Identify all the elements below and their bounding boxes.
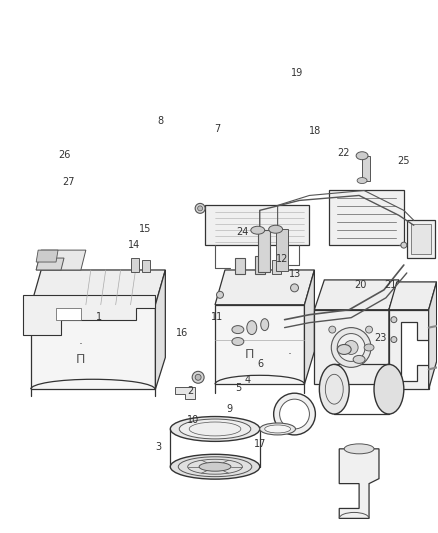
Text: 1: 1 (96, 312, 102, 322)
Ellipse shape (195, 204, 205, 213)
Text: 4: 4 (244, 375, 251, 385)
Text: 8: 8 (157, 116, 163, 126)
Ellipse shape (364, 344, 374, 351)
Ellipse shape (192, 372, 204, 383)
Ellipse shape (344, 341, 358, 354)
Text: 23: 23 (374, 333, 386, 343)
Polygon shape (389, 282, 437, 310)
Ellipse shape (198, 206, 203, 211)
Ellipse shape (391, 317, 397, 322)
Ellipse shape (279, 399, 309, 429)
Text: 21: 21 (385, 280, 397, 290)
Ellipse shape (290, 284, 298, 292)
Text: 14: 14 (128, 240, 140, 251)
Ellipse shape (374, 365, 404, 414)
Ellipse shape (366, 326, 373, 333)
Polygon shape (31, 270, 165, 305)
Ellipse shape (274, 393, 315, 435)
Ellipse shape (268, 225, 283, 233)
Polygon shape (215, 305, 304, 384)
Bar (255, 256, 265, 274)
Text: 9: 9 (227, 405, 233, 415)
Bar (235, 258, 245, 274)
Polygon shape (31, 305, 155, 389)
Text: 18: 18 (309, 126, 321, 136)
Text: 20: 20 (354, 280, 367, 290)
Ellipse shape (261, 319, 268, 330)
Text: 19: 19 (291, 68, 304, 78)
Text: 11: 11 (211, 312, 223, 322)
Text: 3: 3 (155, 441, 161, 451)
Bar (329, 190, 404, 245)
Text: ·: · (288, 348, 292, 361)
Ellipse shape (344, 444, 374, 454)
Polygon shape (304, 270, 314, 384)
Polygon shape (155, 270, 165, 389)
Polygon shape (429, 282, 437, 389)
Polygon shape (175, 387, 195, 399)
Text: 27: 27 (63, 177, 75, 187)
Ellipse shape (251, 226, 265, 234)
Text: ·: · (79, 338, 83, 351)
Ellipse shape (337, 344, 351, 354)
Ellipse shape (170, 454, 260, 479)
Bar (258, 230, 270, 272)
Bar (272, 260, 281, 274)
Text: 5: 5 (236, 383, 242, 393)
Ellipse shape (356, 152, 368, 160)
Bar (131, 258, 138, 272)
Text: 10: 10 (187, 415, 199, 425)
Polygon shape (23, 295, 155, 335)
Text: 7: 7 (214, 124, 220, 134)
Ellipse shape (329, 326, 336, 333)
Ellipse shape (232, 326, 244, 334)
Ellipse shape (353, 356, 365, 364)
Ellipse shape (170, 417, 260, 441)
Text: 17: 17 (254, 439, 267, 449)
Ellipse shape (265, 425, 290, 433)
Polygon shape (389, 280, 399, 384)
Bar (362, 156, 370, 181)
Polygon shape (314, 310, 389, 384)
Ellipse shape (179, 419, 251, 439)
Ellipse shape (401, 242, 407, 248)
Ellipse shape (247, 321, 257, 335)
Text: 25: 25 (398, 156, 410, 166)
Polygon shape (36, 250, 86, 270)
Text: 16: 16 (176, 328, 188, 338)
Text: П: П (76, 353, 85, 366)
Polygon shape (389, 310, 429, 389)
Polygon shape (314, 280, 399, 310)
Text: 6: 6 (257, 359, 263, 369)
Polygon shape (205, 205, 309, 245)
Text: 15: 15 (139, 224, 151, 235)
Ellipse shape (357, 177, 367, 183)
Polygon shape (339, 449, 379, 519)
Ellipse shape (319, 365, 349, 414)
Bar (56, 308, 81, 320)
Ellipse shape (331, 328, 371, 367)
Bar (411, 224, 431, 254)
Polygon shape (215, 270, 314, 305)
Ellipse shape (337, 334, 365, 361)
Ellipse shape (195, 374, 201, 380)
Ellipse shape (391, 336, 397, 343)
Ellipse shape (216, 292, 223, 298)
Ellipse shape (232, 337, 244, 345)
Text: 26: 26 (58, 150, 71, 160)
Bar (142, 260, 150, 272)
Bar (276, 229, 288, 271)
Text: 13: 13 (289, 270, 301, 279)
Ellipse shape (199, 462, 231, 471)
Text: 2: 2 (187, 386, 194, 396)
Bar (407, 220, 434, 258)
Polygon shape (36, 250, 58, 262)
Text: 12: 12 (276, 254, 288, 263)
Ellipse shape (260, 423, 296, 435)
Text: 24: 24 (237, 227, 249, 237)
Text: П: П (245, 348, 254, 361)
Polygon shape (36, 258, 64, 270)
Text: 22: 22 (337, 148, 349, 158)
